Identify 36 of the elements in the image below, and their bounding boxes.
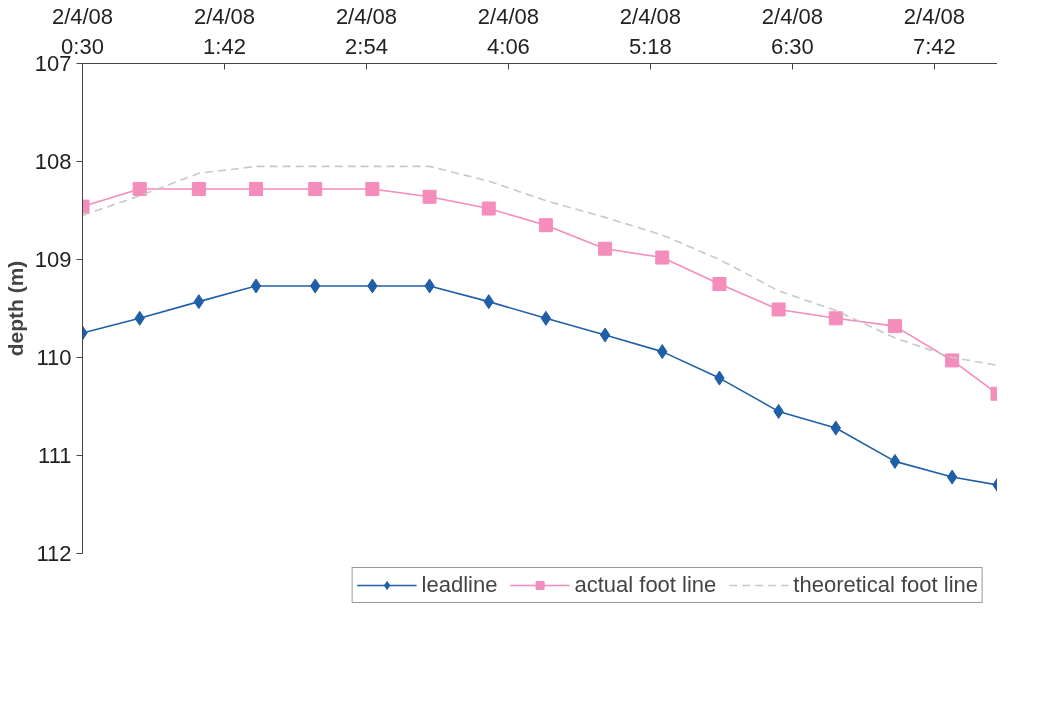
x-tick-label: 2/4/08 4:06 (477, 3, 540, 59)
point (540, 310, 552, 326)
point (132, 181, 147, 196)
x-tick-label: 2/4/08 7:42 (903, 3, 965, 59)
y-axis-title: depth (m) (3, 260, 27, 357)
legend-label: actual foot line (574, 572, 717, 598)
point (249, 181, 264, 196)
point (712, 277, 727, 291)
y-tick-label: 108 (34, 149, 72, 174)
point (946, 469, 958, 485)
point (889, 453, 901, 469)
point (308, 181, 323, 196)
y-tick-label: 109 (34, 247, 72, 272)
x-tick-label: 2/4/08 2:54 (335, 3, 398, 59)
point (828, 311, 843, 326)
y-tick-label: 110 (36, 345, 72, 370)
point (945, 353, 960, 368)
x-tick-label: 2/4/08 5:18 (619, 3, 682, 59)
point (481, 201, 496, 216)
y-tick-label: 112 (36, 541, 72, 566)
point (771, 302, 786, 317)
point (538, 218, 553, 233)
point (598, 241, 613, 256)
point (422, 189, 437, 204)
point (599, 327, 611, 343)
point (655, 250, 670, 265)
point (191, 181, 206, 196)
point (887, 319, 902, 334)
x-tick-label: 2/4/08 6:30 (761, 3, 823, 59)
point (193, 294, 205, 310)
legend-label: leadline (421, 572, 498, 598)
point (250, 278, 262, 294)
y-tick-label: 111 (38, 443, 72, 468)
point (365, 181, 380, 196)
legend-label: theoretical foot line (793, 572, 978, 598)
x-tick-label: 2/4/08 1:42 (193, 3, 256, 59)
